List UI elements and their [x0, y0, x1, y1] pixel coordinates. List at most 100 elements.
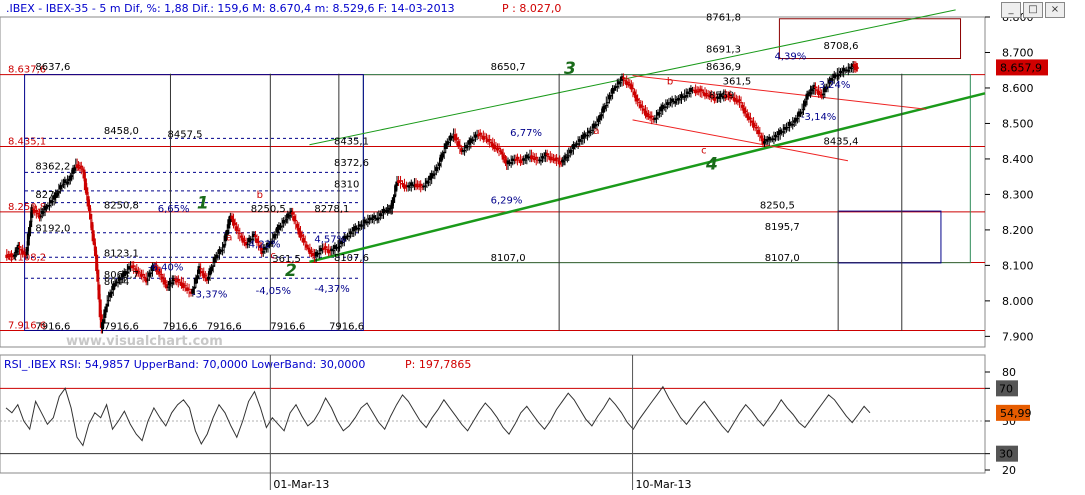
candle-body [547, 156, 551, 158]
candle-body [63, 179, 67, 184]
candle-body [444, 143, 448, 149]
rsi-line [5, 385, 871, 447]
close-button[interactable]: × [1045, 2, 1065, 18]
candle-body [441, 153, 445, 158]
candle-body [345, 235, 349, 237]
candle-body [537, 159, 541, 161]
candle-body [459, 148, 463, 152]
candle-body [361, 224, 365, 226]
candle-body [428, 175, 432, 181]
candle-body [803, 101, 807, 107]
candle-body [360, 225, 364, 227]
candle-body [506, 160, 510, 165]
x-tick-label: 10-Mar-13 [636, 478, 692, 491]
annotation: 8192,0 [35, 224, 70, 235]
candle-body [539, 159, 543, 162]
candle-body [813, 86, 817, 88]
candle-body [427, 181, 431, 183]
candle-body [835, 75, 839, 77]
candle-body [603, 105, 607, 110]
candle-body [239, 235, 243, 238]
candle-body [701, 92, 705, 94]
candle-body [517, 159, 521, 161]
annotation: 8458,0 [104, 126, 139, 137]
candle-body [400, 183, 404, 185]
candle-body [344, 237, 348, 239]
candle-body [544, 152, 548, 157]
candle-body [742, 107, 746, 114]
candle-body [463, 150, 467, 152]
price-layer: 8.637,68.435,18.250,88.108,27.916,68637,… [0, 9, 986, 334]
candle-body [778, 129, 782, 135]
candle-body [515, 156, 519, 160]
candle-body [453, 134, 457, 141]
candle-body [246, 243, 250, 245]
candle-body [551, 158, 555, 161]
annotation: -3,37% [192, 289, 227, 300]
candle-body [600, 114, 604, 117]
candle-body [604, 105, 608, 106]
minimize-button[interactable]: _ [1001, 2, 1021, 18]
candle-body [113, 283, 117, 287]
candle-body [573, 144, 577, 147]
candle-body [486, 139, 490, 142]
candle-body [377, 217, 381, 219]
candle-body [416, 183, 420, 185]
candle-body [684, 95, 688, 97]
candle-body [690, 89, 694, 91]
candle-body [194, 277, 198, 284]
candle-body [618, 82, 622, 84]
sub-wave-label: b [667, 76, 673, 87]
candle-body [358, 224, 362, 227]
candle-body [709, 93, 713, 96]
candle-body [447, 141, 451, 143]
candle-body [107, 300, 111, 302]
candle-body [801, 108, 805, 110]
candle-body [470, 139, 474, 142]
window-controls: _ □ × [1001, 2, 1081, 18]
candle-body [386, 210, 390, 213]
candle-body [837, 73, 841, 76]
restore-button[interactable]: □ [1023, 2, 1043, 18]
x-tick-label: 01-Mar-13 [273, 478, 329, 491]
candle-body [255, 238, 259, 244]
rsi-current-box [996, 404, 1030, 421]
annotation: -3,14% [801, 112, 836, 123]
candle-body [461, 150, 465, 152]
candle-body [181, 283, 185, 289]
candle-body [71, 167, 75, 174]
candle-body [477, 134, 481, 137]
candle-body [52, 195, 56, 200]
candle-body [291, 212, 295, 215]
candle-body [149, 272, 153, 274]
candle-body [452, 136, 456, 138]
candle-body [129, 266, 133, 268]
candle-body [78, 166, 82, 169]
candle-body [456, 141, 460, 147]
candle-body [458, 144, 462, 146]
candle-body [34, 210, 38, 212]
annotation: 8107,0 [765, 253, 800, 264]
candle-body [665, 102, 669, 105]
candle-body [829, 78, 833, 81]
annotation: 8250,5 [251, 204, 286, 215]
candle-body [626, 81, 630, 83]
candle-body [36, 212, 40, 215]
rsi-header: RSI_.IBEX RSI: 54,9857 UpperBand: 70,000… [4, 358, 365, 371]
sub-wave-label: b [257, 190, 263, 201]
candle-body [722, 95, 726, 98]
candle-body [783, 127, 787, 130]
y-tick-label: 8.100 [1002, 259, 1034, 272]
candle-body [434, 167, 438, 171]
candle-body [478, 132, 482, 135]
candle-body [419, 183, 423, 186]
candle-body [138, 272, 142, 274]
candle-body [777, 131, 781, 136]
candle-body [683, 96, 687, 98]
candle-body [639, 104, 643, 108]
candle-body [39, 215, 43, 217]
candle-body [116, 281, 120, 284]
candle-body [509, 162, 513, 164]
candle-body [633, 91, 637, 96]
candle-body [210, 266, 214, 272]
